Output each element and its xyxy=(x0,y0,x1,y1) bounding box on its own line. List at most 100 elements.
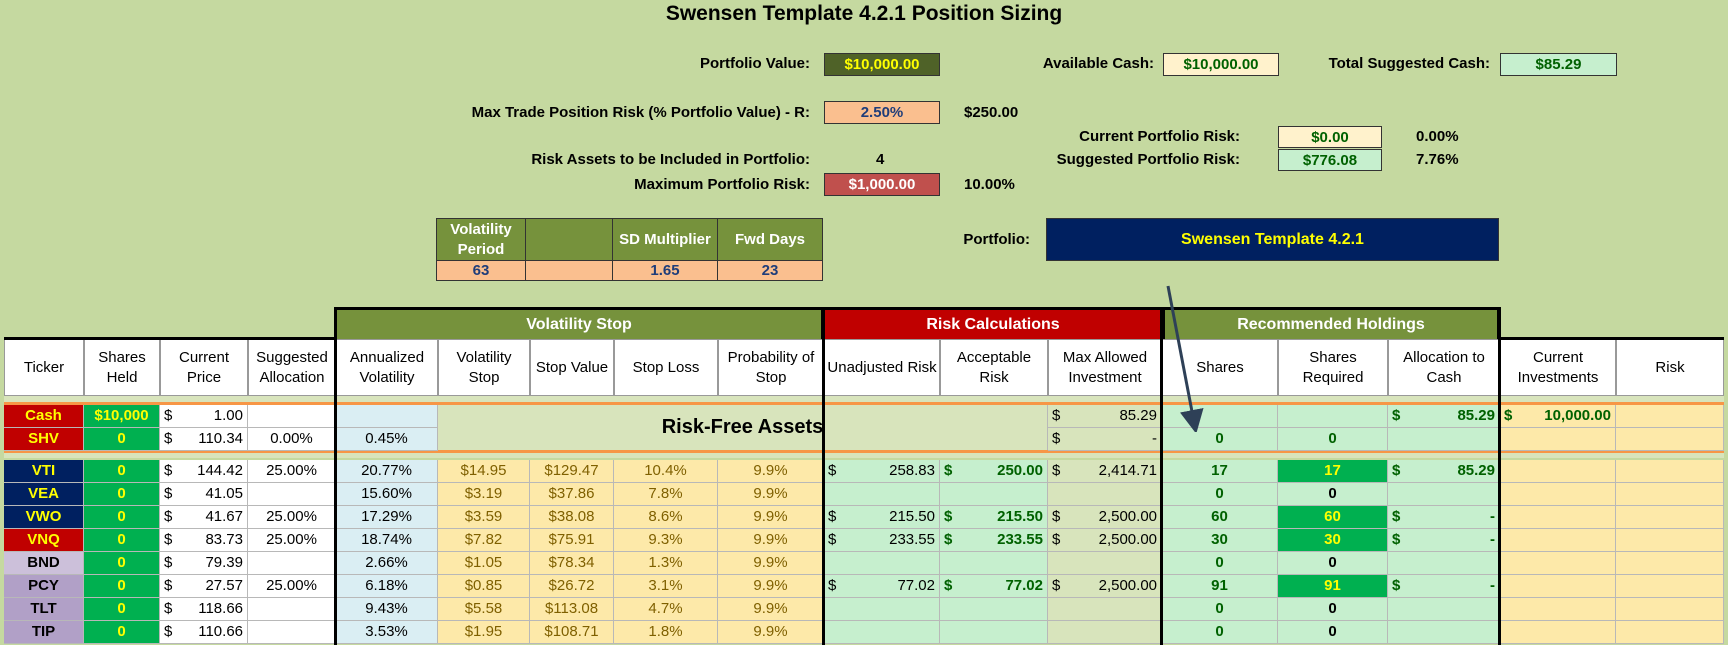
shv-max-allowed: $ - xyxy=(1048,428,1162,451)
cash-suggested-allocation xyxy=(248,405,336,428)
vti-stop-loss: 10.4% xyxy=(614,460,718,483)
column-header-current-price: Current Price xyxy=(160,339,248,396)
tip-acceptable-risk xyxy=(940,621,1048,644)
tlt-shares-held: 0 xyxy=(84,598,160,621)
shv-allocation-to-cash xyxy=(1388,428,1500,451)
bnd-probability-of-stop: 9.9% xyxy=(718,552,824,575)
sheet-title: Swensen Template 4.2.1 Position Sizing xyxy=(665,2,1063,25)
tip-shares-required: 0 xyxy=(1278,621,1388,644)
vea-probability-of-stop: 9.9% xyxy=(718,483,824,506)
vti-acceptable-risk: $250.00 xyxy=(940,460,1048,483)
vea-stop-value: $37.86 xyxy=(530,483,614,506)
vti-current-investments xyxy=(1500,460,1616,483)
grid-divider-1 xyxy=(822,307,825,645)
vnq-shares-held: 0 xyxy=(84,529,160,552)
shv-shares: 0 xyxy=(1162,428,1278,451)
tip-current-price: $110.66 xyxy=(160,621,248,644)
vti-annualized-volatility: 20.77% xyxy=(336,460,438,483)
bnd-risk xyxy=(1616,552,1724,575)
group-header-risk-calculations: Risk Calculations xyxy=(824,307,1162,339)
bnd-shares-held: 0 xyxy=(84,552,160,575)
tlt-volatility-stop: $5.58 xyxy=(438,598,530,621)
vnq-acceptable-risk: $233.55 xyxy=(940,529,1048,552)
sd-multiplier-value[interactable]: 1.65 xyxy=(612,260,718,281)
pcy-probability-of-stop: 9.9% xyxy=(718,575,824,598)
vti-probability-of-stop: 9.9% xyxy=(718,460,824,483)
pcy-risk xyxy=(1616,575,1724,598)
tlt-acceptable-risk xyxy=(940,598,1048,621)
pcy-shares: 91 xyxy=(1162,575,1278,598)
column-header-acceptable-risk: Acceptable Risk xyxy=(940,339,1048,396)
sd-multiplier-header: SD Multiplier xyxy=(612,218,718,261)
risk-assets-label: Risk Assets to be Included in Portfolio: xyxy=(531,151,810,168)
tlt-shares-required: 0 xyxy=(1278,598,1388,621)
tip-unadjusted-risk xyxy=(824,621,940,644)
pcy-shares-held: 0 xyxy=(84,575,160,598)
portfolio-value-field[interactable]: $10,000.00 xyxy=(824,53,940,76)
ticker-cash: Cash xyxy=(4,405,84,428)
tip-max-allowed-investment xyxy=(1048,621,1162,644)
bnd-current-investments xyxy=(1500,552,1616,575)
spacer-row-mid xyxy=(4,453,1724,458)
pcy-stop-loss: 3.1% xyxy=(614,575,718,598)
spacer-row-top xyxy=(4,396,1724,402)
shv-annualized-volatility: 0.45% xyxy=(336,428,438,451)
column-header-probability-of-stop: Probability of Stop xyxy=(718,339,824,396)
tip-shares: 0 xyxy=(1162,621,1278,644)
ticker-bnd: BND xyxy=(4,552,84,575)
vnq-max-allowed-investment: $2,500.00 xyxy=(1048,529,1162,552)
ticker-tlt: TLT xyxy=(4,598,84,621)
max-trade-risk-label: Max Trade Position Risk (% Portfolio Val… xyxy=(471,104,810,121)
vwo-stop-loss: 8.6% xyxy=(614,506,718,529)
tip-stop-loss: 1.8% xyxy=(614,621,718,644)
vnq-shares: 30 xyxy=(1162,529,1278,552)
ticker-vwo: VWO xyxy=(4,506,84,529)
pcy-current-investments xyxy=(1500,575,1616,598)
vea-current-investments xyxy=(1500,483,1616,506)
tip-suggested-allocation xyxy=(248,621,336,644)
portfolio-label: Portfolio: xyxy=(963,231,1030,248)
bnd-unadjusted-risk xyxy=(824,552,940,575)
vwo-stop-value: $38.08 xyxy=(530,506,614,529)
tlt-unadjusted-risk xyxy=(824,598,940,621)
max-trade-risk-pct-field[interactable]: 2.50% xyxy=(824,101,940,124)
volatility-period-header: Volatility Period xyxy=(436,218,526,261)
tip-volatility-stop: $1.95 xyxy=(438,621,530,644)
column-header-stop-loss: Stop Loss xyxy=(614,339,718,396)
vea-volatility-stop: $3.19 xyxy=(438,483,530,506)
vti-max-allowed-investment: $2,414.71 xyxy=(1048,460,1162,483)
vea-stop-loss: 7.8% xyxy=(614,483,718,506)
fwd-days-value[interactable]: 23 xyxy=(717,260,823,281)
vnq-stop-value: $75.91 xyxy=(530,529,614,552)
vea-acceptable-risk xyxy=(940,483,1048,506)
vti-unadjusted-risk: $258.83 xyxy=(824,460,940,483)
ticker-vnq: VNQ xyxy=(4,529,84,552)
column-header-stop-value: Stop Value xyxy=(530,339,614,396)
tlt-stop-value: $113.08 xyxy=(530,598,614,621)
tlt-max-allowed-investment xyxy=(1048,598,1162,621)
bnd-shares: 0 xyxy=(1162,552,1278,575)
orange-divider-top xyxy=(4,402,1724,405)
vwo-suggested-allocation: 25.00% xyxy=(248,506,336,529)
pcy-allocation-to-cash: $ - xyxy=(1388,575,1500,598)
bnd-allocation-to-cash xyxy=(1388,552,1500,575)
vea-shares: 0 xyxy=(1162,483,1278,506)
available-cash-field[interactable]: $10,000.00 xyxy=(1163,53,1279,76)
vnq-current-investments xyxy=(1500,529,1616,552)
max-trade-risk-amount: $250.00 xyxy=(964,104,1019,121)
vea-current-price: $41.05 xyxy=(160,483,248,506)
volatility-period-value[interactable]: 63 xyxy=(436,260,526,281)
portfolio-name-box[interactable]: Swensen Template 4.2.1 xyxy=(1046,218,1499,261)
vnq-stop-loss: 9.3% xyxy=(614,529,718,552)
ticker-tip: TIP xyxy=(4,621,84,644)
group-header-recommended-holdings: Recommended Holdings xyxy=(1162,307,1500,339)
bnd-acceptable-risk xyxy=(940,552,1048,575)
column-header-shares-held: Shares Held xyxy=(84,339,160,396)
tlt-current-price: $118.66 xyxy=(160,598,248,621)
max-portfolio-risk-label: Maximum Portfolio Risk: xyxy=(634,176,810,193)
vwo-shares-required: 60 xyxy=(1278,506,1388,529)
column-header-annualized-volatility: Annualized Volatility xyxy=(336,339,438,396)
column-header-current-investments: Current Investments xyxy=(1500,339,1616,396)
bnd-max-allowed-investment xyxy=(1048,552,1162,575)
vea-suggested-allocation xyxy=(248,483,336,506)
